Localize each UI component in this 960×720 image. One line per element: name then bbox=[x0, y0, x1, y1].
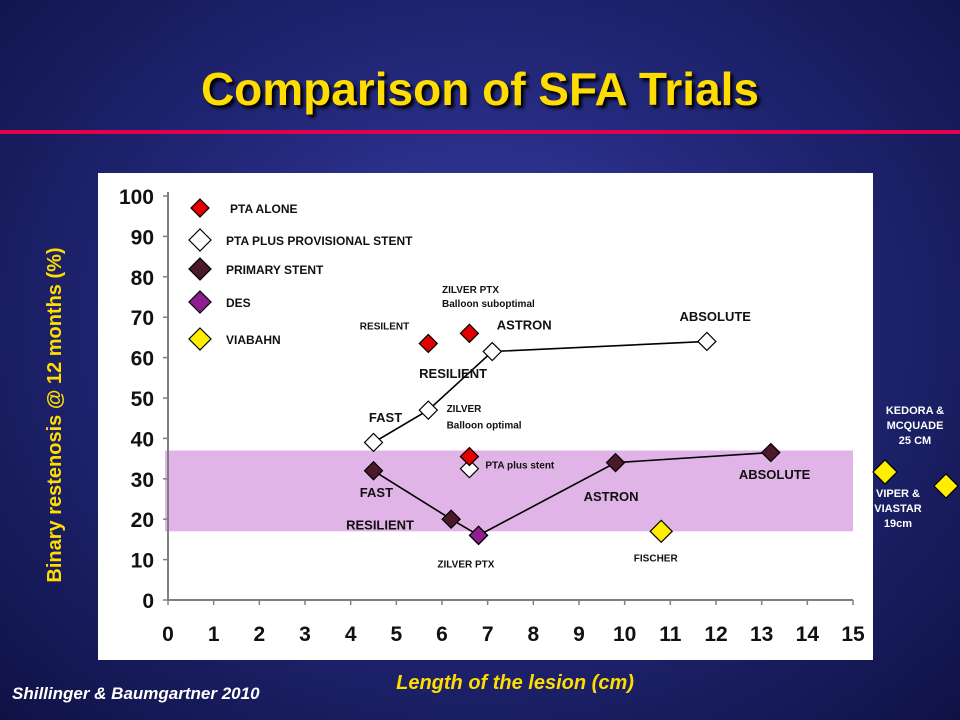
side-point-viabahn bbox=[933, 473, 959, 499]
annotation-label: ZILVER PTX bbox=[437, 560, 494, 571]
data-point-provisional bbox=[363, 432, 384, 453]
y-tick-label: 30 bbox=[131, 469, 154, 492]
data-point-primary_stent bbox=[760, 442, 781, 463]
title-divider bbox=[0, 130, 960, 134]
data-point-pta_alone bbox=[459, 323, 480, 344]
legend-marker-provisional bbox=[188, 228, 212, 252]
x-tick-label: 6 bbox=[436, 623, 448, 646]
legend-label-primary_stent: PRIMARY STENT bbox=[226, 263, 324, 277]
x-tick-label: 11 bbox=[659, 623, 682, 646]
legend-label-pta_alone: PTA ALONE bbox=[230, 202, 298, 216]
y-tick-label: 60 bbox=[131, 348, 154, 371]
chart-panel bbox=[98, 173, 873, 660]
x-tick-label: 7 bbox=[482, 623, 494, 646]
y-tick-label: 10 bbox=[131, 550, 154, 573]
x-tick-label: 15 bbox=[841, 623, 865, 646]
y-tick-label: 20 bbox=[131, 509, 154, 532]
data-point-des bbox=[468, 525, 489, 546]
y-tick-label: 80 bbox=[131, 267, 154, 290]
legend-label-provisional: PTA PLUS PROVISIONAL STENT bbox=[226, 234, 413, 248]
y-tick-label: 50 bbox=[131, 388, 154, 411]
data-point-provisional_extra bbox=[459, 458, 480, 479]
x-tick-label: 4 bbox=[345, 623, 357, 646]
annotation-label: Balloon suboptimal bbox=[442, 299, 535, 310]
data-point-pta_alone bbox=[459, 446, 480, 467]
data-point-primary_stent bbox=[605, 452, 626, 473]
x-tick-label: 14 bbox=[796, 623, 820, 646]
data-point-provisional bbox=[482, 341, 503, 362]
annotation-label: ASTRON bbox=[584, 489, 639, 504]
y-tick-label: 70 bbox=[131, 307, 154, 330]
data-point-pta_alone bbox=[418, 333, 439, 354]
side-point-viabahn bbox=[872, 459, 898, 485]
x-tick-label: 0 bbox=[162, 623, 174, 646]
x-tick-label: 5 bbox=[390, 623, 402, 646]
annotation-label: RESILIENT bbox=[346, 517, 414, 532]
data-point-provisional bbox=[418, 400, 439, 420]
x-tick-label: 3 bbox=[299, 623, 311, 646]
x-tick-label: 13 bbox=[750, 623, 773, 646]
data-point-primary_stent bbox=[363, 460, 384, 481]
legend-label-des: DES bbox=[226, 296, 251, 310]
source-citation: Shillinger & Baumgartner 2010 bbox=[12, 684, 260, 703]
annotation-label: ABSOLUTE bbox=[679, 309, 751, 324]
x-tick-label: 12 bbox=[704, 623, 727, 646]
series-line-provisional bbox=[373, 340, 707, 444]
annotation-label: FISCHER bbox=[634, 554, 679, 565]
annotation-label: ZILVER bbox=[447, 404, 483, 415]
data-point-viabahn bbox=[649, 519, 674, 544]
y-tick-label: 0 bbox=[142, 590, 154, 613]
annotation-label: RESILIENT bbox=[419, 366, 487, 381]
x-tick-label: 10 bbox=[613, 623, 636, 646]
annotation-label: ASTRON bbox=[497, 317, 552, 332]
legend-marker-pta_alone bbox=[190, 198, 210, 218]
annotation-label: ABSOLUTE bbox=[739, 467, 811, 482]
annotation-label: Balloon optimal bbox=[447, 420, 522, 431]
x-tick-label: 2 bbox=[253, 623, 265, 646]
x-tick-label: 8 bbox=[527, 623, 539, 646]
side-annotation: VIPER & VIASTAR 19cm bbox=[874, 488, 922, 530]
legend-label-viabahn: VIABAHN bbox=[226, 333, 281, 347]
x-axis-label: Length of the lesion (cm) bbox=[396, 672, 634, 694]
legend-marker-des bbox=[188, 290, 212, 314]
annotation-label: ZILVER PTX bbox=[442, 285, 499, 296]
annotation-label: FAST bbox=[360, 485, 393, 500]
slide-title: Comparison of SFA Trials bbox=[200, 63, 760, 115]
y-tick-label: 100 bbox=[119, 186, 154, 209]
legend-marker-viabahn bbox=[188, 327, 212, 351]
annotation-label: FAST bbox=[369, 410, 402, 425]
y-tick-label: 90 bbox=[131, 226, 154, 249]
x-tick-label: 1 bbox=[208, 623, 220, 646]
side-annotation: KEDORA & MCQUADE 25 CM bbox=[886, 405, 944, 447]
x-tick-label: 9 bbox=[573, 623, 585, 646]
restenosis-band bbox=[165, 450, 853, 532]
data-point-provisional bbox=[697, 331, 717, 352]
annotation-label: PTA plus stent bbox=[485, 461, 555, 472]
annotation-label: RESILENT bbox=[360, 321, 409, 332]
legend-marker-primary_stent bbox=[188, 257, 212, 281]
y-axis-label: Binary restenosis @ 12 months (%) bbox=[44, 247, 66, 583]
data-point-primary_stent bbox=[441, 509, 461, 530]
y-tick-label: 40 bbox=[131, 428, 154, 451]
